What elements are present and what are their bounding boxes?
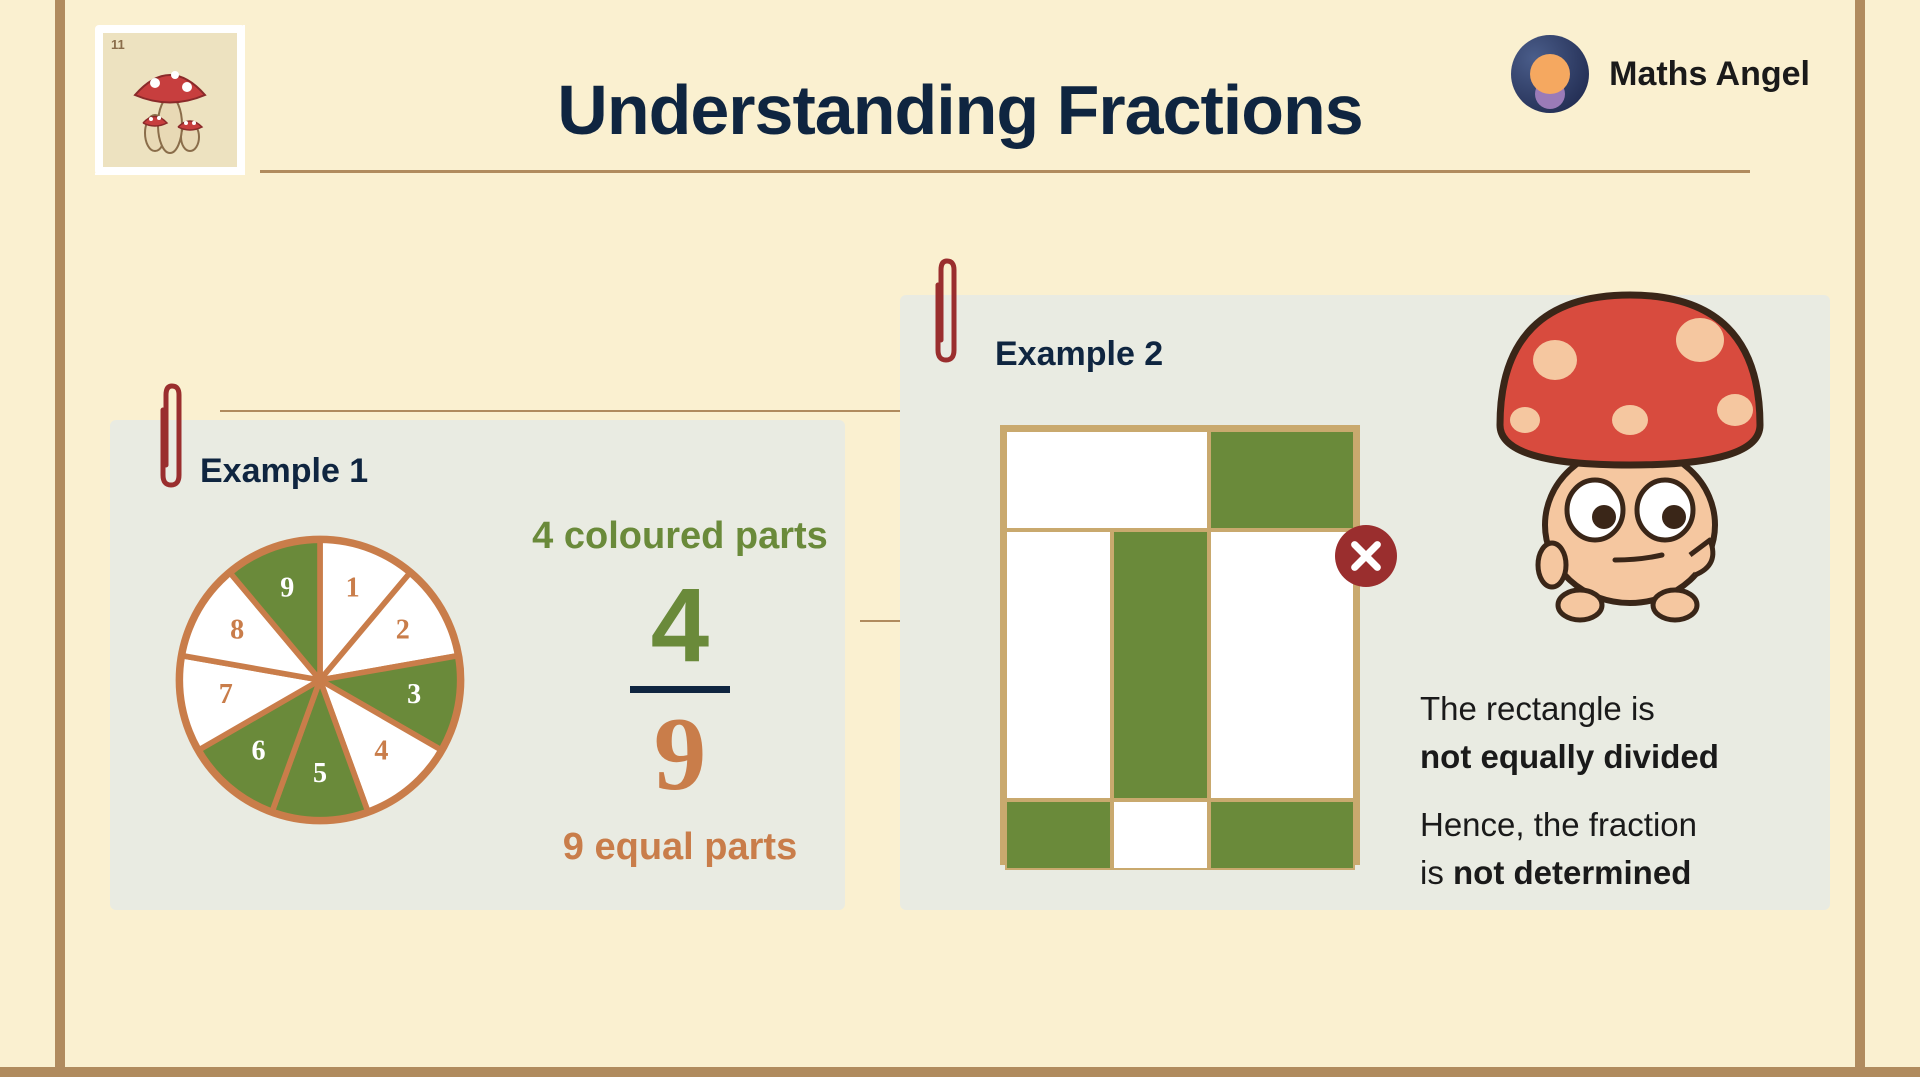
exp-l2a: Hence, the fraction xyxy=(1420,806,1697,843)
exp-l2b-a: is xyxy=(1420,854,1453,891)
grid-cell xyxy=(1209,530,1355,800)
title-underline xyxy=(260,170,1750,173)
paperclip-icon xyxy=(930,255,962,365)
example-1-label: Example 1 xyxy=(200,452,368,491)
pie-slice-label: 6 xyxy=(252,736,266,767)
fraction-denominator: 9 xyxy=(654,701,707,806)
paperclip-icon xyxy=(155,380,187,490)
grid-cell xyxy=(1209,430,1355,530)
x-icon xyxy=(1349,539,1383,573)
example-1-card: Example 1 123456789 4 coloured parts 4 9… xyxy=(110,420,845,910)
grid-cell xyxy=(1209,800,1355,870)
fraction-bar xyxy=(630,686,730,693)
grid-cell xyxy=(1005,530,1112,800)
example-2-card: Example 2 The rectangle is not equally d… xyxy=(900,295,1830,910)
exp-l1a: The rectangle is xyxy=(1420,690,1655,727)
stamp-number: 11 xyxy=(111,37,125,52)
pie-slice-label: 1 xyxy=(346,573,360,604)
mid-divider-short xyxy=(860,620,900,622)
example-2-label: Example 2 xyxy=(995,335,1163,374)
unequal-rectangle xyxy=(1000,425,1360,865)
pie-slice-label: 2 xyxy=(396,615,410,646)
pie-slice-label: 5 xyxy=(313,758,327,789)
example-2-explanation: The rectangle is not equally divided Hen… xyxy=(1420,685,1820,896)
brand-logo-icon xyxy=(1511,35,1589,113)
corner-stamp: 11 xyxy=(95,25,245,175)
brand-block: Maths Angel xyxy=(1511,35,1810,113)
page-title: Understanding Fractions xyxy=(557,70,1362,150)
exp-l2b-b: not determined xyxy=(1453,854,1691,891)
pie-slice-label: 3 xyxy=(407,679,421,710)
pie-slice-label: 9 xyxy=(280,573,294,604)
incorrect-badge xyxy=(1335,525,1397,587)
denominator-caption: 9 equal parts xyxy=(530,826,830,869)
grid-cell xyxy=(1112,800,1209,870)
pie-slice-label: 4 xyxy=(374,736,388,767)
grid-cell xyxy=(1005,800,1112,870)
grid-cell xyxy=(1112,530,1209,800)
fraction-numerator: 4 xyxy=(651,573,709,678)
pie-chart: 1 2 34 5 67 8 9 xyxy=(170,530,470,830)
numerator-caption: 4 coloured parts xyxy=(530,515,830,558)
brand-text: Maths Angel xyxy=(1609,55,1810,94)
pie-slice-label: 7 xyxy=(219,679,233,710)
mushroom-icon xyxy=(115,55,225,155)
grid-cell xyxy=(1005,430,1209,530)
fraction-display: 4 9 xyxy=(530,573,830,806)
fraction-block: 4 coloured parts 4 9 9 equal parts xyxy=(530,515,830,869)
pie-slice-label: 8 xyxy=(230,615,244,646)
exp-l1b: not equally divided xyxy=(1420,738,1719,775)
mushroom-character-icon xyxy=(1440,265,1820,645)
